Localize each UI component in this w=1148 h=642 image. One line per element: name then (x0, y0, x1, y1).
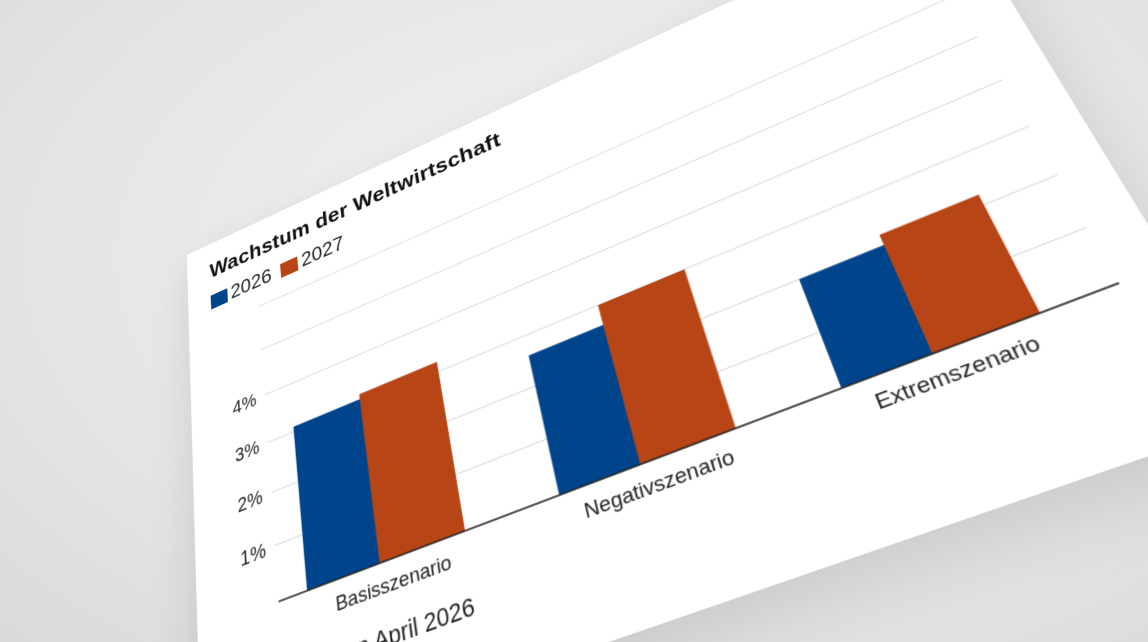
chart-card: Wachstum der Weltwirtschaft 2026 2027 1%… (186, 0, 1148, 642)
legend-swatch-2026 (210, 288, 228, 310)
legend-swatch-2027 (280, 256, 299, 278)
y-tick-label: 2% (237, 486, 263, 518)
y-tick-label: 1% (240, 539, 267, 572)
bar-2027-1 (597, 269, 736, 465)
bar-2027-0 (359, 361, 466, 564)
bar-2026-1 (528, 320, 652, 496)
plot-area: 1% 2% 3% 4% Basisszenario Negativszenario Extr… (204, 0, 1148, 642)
bar-chart-svg: 1%2%3%4%BasisszenarioNegativszenarioExtr… (232, 0, 1148, 616)
y-tick-label: 4% (232, 390, 257, 419)
y-tick-label: 3% (235, 437, 260, 467)
bar-2026-0 (293, 395, 390, 591)
